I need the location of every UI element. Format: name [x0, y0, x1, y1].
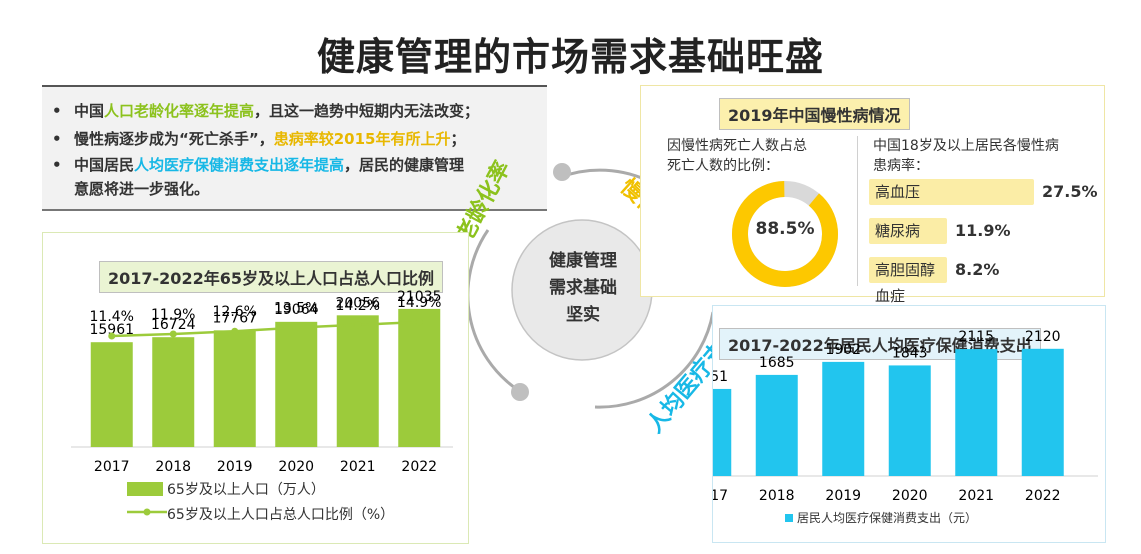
spending-value: 2120	[1025, 329, 1061, 345]
bullet-highlight: 人口老龄化率逐年提高	[104, 102, 255, 120]
center-line: 健康管理	[549, 251, 617, 271]
spending-value: 2115	[958, 329, 994, 345]
spending-bar	[955, 349, 998, 476]
ratio-value: 12.6%	[213, 304, 257, 320]
population-bar	[152, 337, 195, 447]
bullet-highlight: 患病率较2015年有所上升	[273, 130, 451, 148]
bullet-highlight: 人均医疗保健消费支出逐年提高	[134, 156, 345, 174]
spending-value: 1843	[892, 345, 928, 361]
spending-bar	[822, 361, 865, 476]
spending-chart: 1451 2017 1685 2018 1902 2019 1843 2020 2115 2021…	[713, 329, 1098, 504]
ratio-value: 13.5%	[274, 301, 318, 317]
legend-line-label: 65岁及以上人口占总人口比例（%）	[167, 507, 395, 523]
ratio-value: 11.9%	[151, 307, 195, 323]
spending-bar	[713, 388, 732, 476]
year-tick: 2018	[155, 459, 191, 475]
ratio-value: 14.2%	[336, 298, 380, 314]
donut-value: 88.5%	[755, 219, 815, 239]
disease-bar: 高胆固醇血症	[869, 257, 947, 305]
bullet-text: 中国	[74, 102, 105, 120]
population-bar	[213, 330, 256, 447]
year-tick: 2020	[278, 459, 314, 475]
year-tick: 2022	[401, 459, 437, 475]
year-tick: 2020	[892, 488, 928, 504]
disease-bar: 糖尿病	[869, 218, 947, 244]
death-ratio-label: 因慢性病死亡人数占总 死亡人数的比例：	[667, 136, 807, 176]
legend-line-swatch	[127, 508, 167, 516]
population-value: 15961	[89, 322, 134, 338]
legend-bar-label: 65岁及以上人口（万人）	[167, 482, 325, 498]
disease-value: 8.2%	[955, 260, 1000, 279]
population-bar	[90, 342, 133, 447]
aging-chart: 15961 2017 16724 2018 17767 2019 19064 2020 2005…	[71, 289, 453, 475]
ratio-point	[231, 327, 239, 335]
year-tick: 2019	[825, 488, 861, 504]
population-value: 17767	[212, 310, 257, 326]
label-line: 死亡人数的比例：	[667, 158, 779, 174]
ratio-point	[108, 332, 116, 340]
bullet-text: 慢性病逐步成为“死亡杀手”，	[74, 130, 274, 148]
bullet-aging: • 中国人口老龄化率逐年提高，且这一趋势中短期内无法改变；	[52, 102, 480, 120]
year-tick: 2021	[340, 459, 376, 475]
bullet-text: 中国居民	[74, 156, 135, 174]
year-tick: 2017	[713, 488, 728, 504]
population-bar	[275, 321, 318, 447]
label-line: 患病率：	[873, 158, 929, 174]
spending-value: 1685	[759, 355, 795, 371]
legend-swatch	[785, 514, 793, 522]
bullet-spending: • 中国居民人均医疗保健消费支出逐年提高，居民的健康管理 意愿将进一步强化。	[52, 156, 465, 198]
ratio-point	[292, 324, 300, 332]
population-bar	[336, 315, 379, 447]
label-line: 中国18岁及以上居民各慢性病	[873, 138, 1059, 154]
ratio-value: 11.4%	[90, 309, 134, 325]
bullet-text: ，且这一趋势中短期内无法改变；	[254, 102, 480, 120]
spending-chart-panel: 2017-2022年居民人均医疗保健消费支出 14512017168520181…	[712, 305, 1106, 543]
spending-value: 1451	[713, 369, 728, 385]
population-value: 19064	[274, 302, 319, 318]
divider	[857, 136, 858, 286]
ratio-line	[111, 320, 420, 338]
disease-bar: 高血压	[869, 179, 1034, 205]
year-tick: 2018	[759, 488, 795, 504]
center-text: 健康管理 需求基础 坚实	[512, 248, 654, 329]
legend-label: 居民人均医疗保健消费支出（元）	[797, 511, 978, 525]
spending-value: 1902	[825, 342, 861, 358]
population-value: 16724	[151, 317, 196, 333]
bullet-text: 意愿将进一步强化。	[74, 180, 210, 198]
spending-bar	[888, 365, 931, 476]
label-line: 因慢性病死亡人数占总	[667, 138, 807, 154]
summary-box: • 中国人口老龄化率逐年提高，且这一趋势中短期内无法改变； • 慢性病逐步成为“死亡…	[42, 85, 547, 211]
disease-value: 27.5%	[1042, 182, 1098, 201]
ratio-point	[169, 330, 177, 338]
disease-value: 11.9%	[955, 221, 1011, 240]
ratio-value: 14.9%	[397, 295, 441, 311]
spending-bar	[755, 374, 798, 476]
aging-chart-panel: 2017-2022年65岁及以上人口占总人口比例 15961 2017 16724 2…	[42, 232, 469, 544]
ratio-point	[354, 321, 362, 329]
aging-chart-title: 2017-2022年65岁及以上人口占总人口比例	[99, 261, 443, 293]
legend-bar-swatch	[127, 482, 163, 496]
ratio-point	[415, 318, 423, 326]
death-ratio-donut	[732, 181, 838, 287]
bullet-text: ，居民的健康管理	[344, 156, 465, 174]
year-tick: 2022	[1025, 488, 1061, 504]
year-tick: 2021	[958, 488, 994, 504]
population-value: 20056	[335, 295, 380, 311]
chronic-title: 2019年中国慢性病情况	[719, 98, 910, 130]
population-value: 21035	[397, 289, 442, 305]
prevalence-label: 中国18岁及以上居民各慢性病 患病率：	[873, 136, 1059, 176]
center-line: 需求基础	[549, 278, 617, 298]
bullet-chronic: • 慢性病逐步成为“死亡杀手”，患病率较2015年有所上升；	[52, 130, 466, 148]
page-title: 健康管理的市场需求基础旺盛	[316, 35, 824, 79]
bullet-text: ；	[450, 130, 466, 148]
year-tick: 2017	[94, 459, 130, 475]
year-tick: 2019	[217, 459, 253, 475]
center-line: 坚实	[566, 305, 600, 325]
population-bar	[398, 308, 441, 447]
spending-bar	[1021, 348, 1064, 476]
chronic-disease-panel: 2019年中国慢性病情况 因慢性病死亡人数占总 死亡人数的比例： 88.5% 中…	[640, 85, 1105, 305]
